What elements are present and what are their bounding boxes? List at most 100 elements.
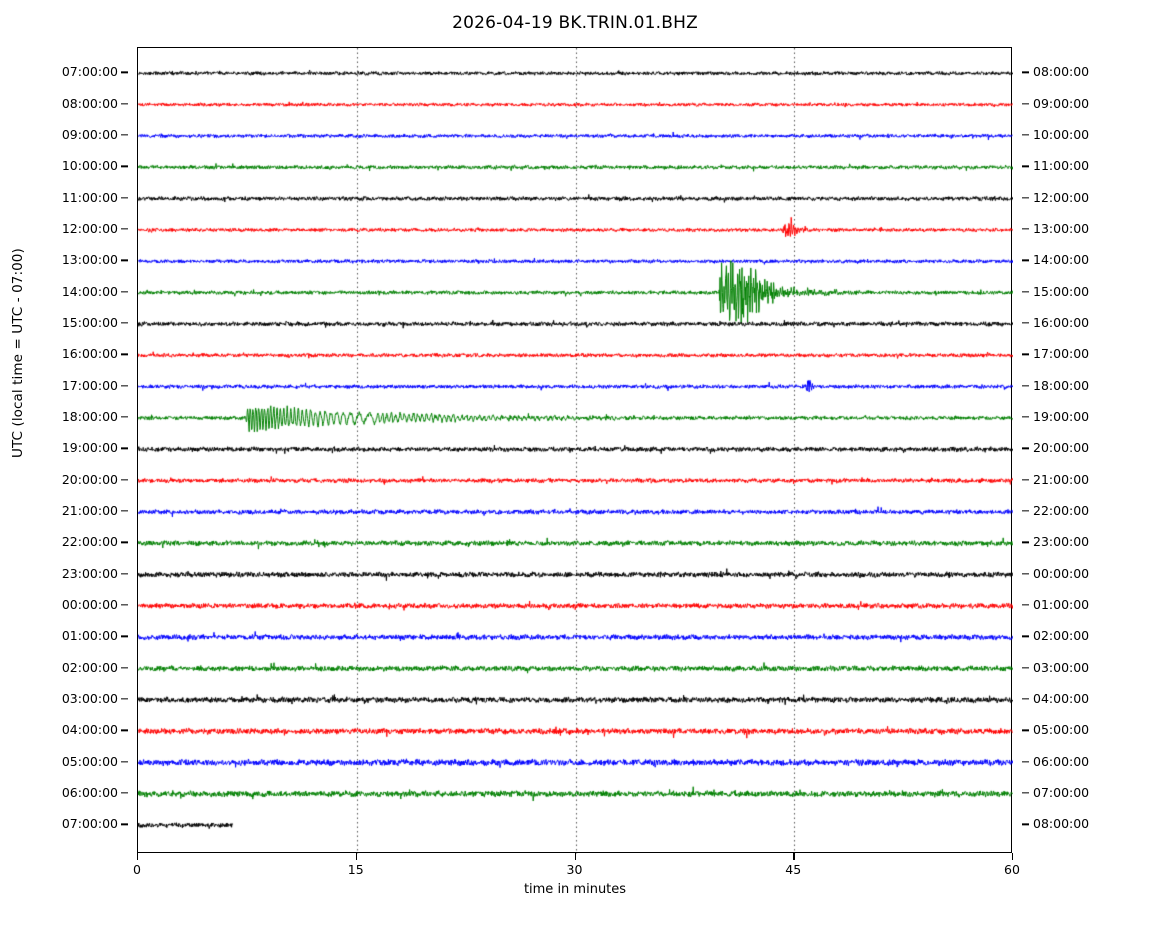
left-axis-tick [121, 353, 128, 355]
right-time-label: 02:00:00 [1033, 627, 1090, 643]
right-axis-tick [1022, 71, 1029, 73]
right-axis-tick [1022, 666, 1029, 669]
right-axis-tick [1022, 510, 1029, 512]
x-axis-tick [1012, 853, 1014, 860]
right-time-label: 09:00:00 [1033, 95, 1090, 111]
right-time-label: 07:00:00 [1033, 784, 1090, 800]
right-time-label: 10:00:00 [1033, 126, 1090, 142]
right-axis-tick [1022, 635, 1029, 637]
left-axis-tick [121, 635, 128, 637]
right-axis-tick [1022, 572, 1029, 575]
right-time-label: 01:00:00 [1033, 596, 1090, 612]
right-axis-tick [1022, 447, 1029, 449]
right-time-label: 14:00:00 [1033, 252, 1090, 268]
right-axis-tick [1022, 478, 1029, 481]
right-axis-tick [1022, 760, 1029, 763]
left-time-label: 03:00:00 [61, 690, 118, 706]
x-axis-tick-label: 45 [785, 862, 802, 877]
right-axis-tick [1022, 165, 1029, 167]
left-axis-tick [121, 71, 128, 73]
x-axis-tick [793, 853, 795, 860]
x-axis-tick-label: 15 [347, 862, 364, 877]
left-axis-tick [121, 196, 128, 199]
left-time-label: 04:00:00 [61, 721, 118, 737]
plot-area [137, 47, 1013, 854]
left-time-label: 06:00:00 [61, 784, 118, 800]
left-time-label: 21:00:00 [61, 502, 118, 518]
left-time-label: 17:00:00 [61, 377, 118, 393]
left-axis-tick [121, 760, 128, 763]
left-time-label: 11:00:00 [61, 189, 118, 205]
left-axis-tick [121, 165, 128, 167]
right-time-label: 08:00:00 [1033, 815, 1090, 831]
right-time-label: 20:00:00 [1033, 440, 1090, 455]
left-axis-tick [121, 102, 128, 105]
left-time-label: 05:00:00 [61, 753, 118, 769]
right-time-label: 08:00:00 [1033, 64, 1090, 80]
left-time-label: 10:00:00 [61, 158, 118, 174]
left-axis-tick [121, 823, 128, 825]
left-time-label: 13:00:00 [61, 252, 118, 268]
left-axis-tick [121, 666, 128, 669]
left-time-label: 19:00:00 [61, 440, 118, 455]
left-time-label: 02:00:00 [61, 659, 118, 675]
right-axis-tick [1022, 416, 1029, 418]
left-axis-tick [121, 384, 128, 387]
left-time-label: 08:00:00 [61, 95, 118, 111]
right-axis-tick [1022, 259, 1029, 261]
right-axis-tick [1022, 823, 1029, 825]
right-time-label: 17:00:00 [1033, 346, 1090, 362]
right-axis-tick [1022, 353, 1029, 355]
right-time-label: 00:00:00 [1033, 565, 1090, 581]
left-time-label: 15:00:00 [61, 314, 118, 330]
left-axis-tick [121, 416, 128, 418]
right-axis-tick [1022, 134, 1029, 136]
right-axis-tick [1022, 322, 1029, 324]
right-axis-tick [1022, 698, 1029, 700]
left-axis-tick [121, 604, 128, 606]
seismogram-traces [138, 48, 1013, 854]
right-time-label: 15:00:00 [1033, 283, 1090, 299]
left-time-label: 16:00:00 [61, 346, 118, 362]
left-time-label: 22:00:00 [61, 534, 118, 549]
x-axis-tick-label: 0 [133, 862, 141, 877]
left-axis-tick [121, 792, 128, 794]
right-time-label: 18:00:00 [1033, 377, 1090, 393]
right-time-label: 22:00:00 [1033, 502, 1090, 518]
left-time-axis: 07:00:00 08:00:00 09:00:00 10:00:00 11:00:00… [0, 0, 128, 950]
right-axis-tick [1022, 384, 1029, 387]
left-time-label: 14:00:00 [61, 283, 118, 299]
left-time-label: 18:00:00 [61, 408, 118, 424]
x-axis-tick [137, 853, 139, 860]
left-axis-tick [121, 510, 128, 512]
right-axis-tick [1022, 729, 1029, 731]
right-time-label: 04:00:00 [1033, 690, 1090, 706]
left-time-label: 07:00:00 [61, 64, 118, 80]
right-time-label: 21:00:00 [1033, 471, 1090, 487]
right-axis-tick [1022, 196, 1029, 199]
left-axis-tick [121, 478, 128, 481]
left-axis-tick [121, 134, 128, 136]
right-time-label: 11:00:00 [1033, 158, 1090, 174]
x-axis-title: time in minutes [523, 882, 627, 897]
left-time-label: 23:00:00 [61, 565, 118, 581]
right-axis-tick [1022, 541, 1029, 543]
x-axis-tick [574, 853, 576, 860]
right-time-axis: 08:00:00 09:00:00 10:00:00 11:00:00 12:00:00… [1022, 0, 1147, 950]
left-axis-tick [121, 290, 128, 293]
right-time-label: 05:00:00 [1033, 721, 1090, 737]
left-axis-tick [121, 322, 128, 324]
left-time-label: 20:00:00 [61, 471, 118, 487]
right-axis-tick [1022, 604, 1029, 606]
right-time-label: 23:00:00 [1033, 534, 1090, 549]
left-axis-tick [121, 228, 128, 230]
right-axis-tick [1022, 792, 1029, 794]
left-axis-tick [121, 698, 128, 700]
x-axis-tick-label: 60 [1004, 862, 1020, 877]
left-time-label: 01:00:00 [61, 627, 118, 643]
left-time-label: 00:00:00 [61, 596, 118, 612]
right-time-label: 16:00:00 [1033, 314, 1090, 330]
right-time-label: 12:00:00 [1033, 189, 1090, 205]
